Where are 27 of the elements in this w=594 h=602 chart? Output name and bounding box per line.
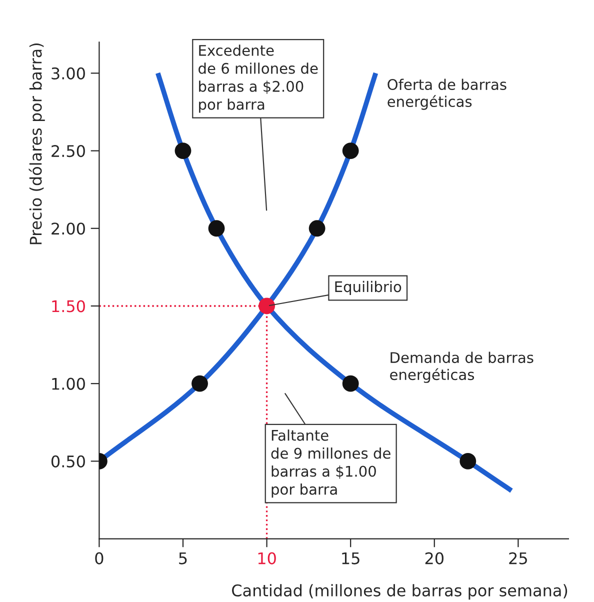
- x-tick-label: 5: [179, 552, 187, 564]
- x-tick-label: 15: [342, 552, 360, 564]
- x-tick-label: 0: [95, 552, 104, 564]
- series-label: Demanda de barras energéticas: [390, 352, 534, 383]
- point: [192, 375, 208, 392]
- point: [258, 298, 276, 314]
- point: [308, 220, 326, 237]
- x-axis-title: Cantidad (millones de barras por semana): [232, 584, 568, 600]
- x-tick-label: 10: [258, 552, 276, 564]
- annotation: Equilibrio: [335, 280, 402, 296]
- y-tick-label: 2.00: [52, 222, 85, 235]
- y-tick-label: 3.00: [52, 67, 85, 80]
- point: [460, 452, 476, 470]
- point: [174, 142, 192, 159]
- point: [342, 142, 359, 159]
- point: [342, 375, 359, 392]
- y-tick-label: 1.00: [52, 378, 85, 390]
- series-label: Oferta de barras energéticas: [388, 78, 506, 110]
- point: [208, 220, 225, 237]
- y-tick-label: 1.50: [52, 300, 85, 312]
- x-tick-label: 25: [509, 552, 527, 564]
- y-tick-label: 2.50: [52, 144, 85, 158]
- y-axis-title: Precio (dólares por barra): [28, 44, 45, 244]
- x-tick-label: 20: [425, 552, 444, 564]
- annotation: Faltante de 9 millones de barras a $1.00 por barra: [271, 430, 390, 498]
- y-tick-label: 0.50: [51, 455, 85, 468]
- annotation: Excedente de 6 millones de barras a $2.00 por barra: [198, 44, 318, 113]
